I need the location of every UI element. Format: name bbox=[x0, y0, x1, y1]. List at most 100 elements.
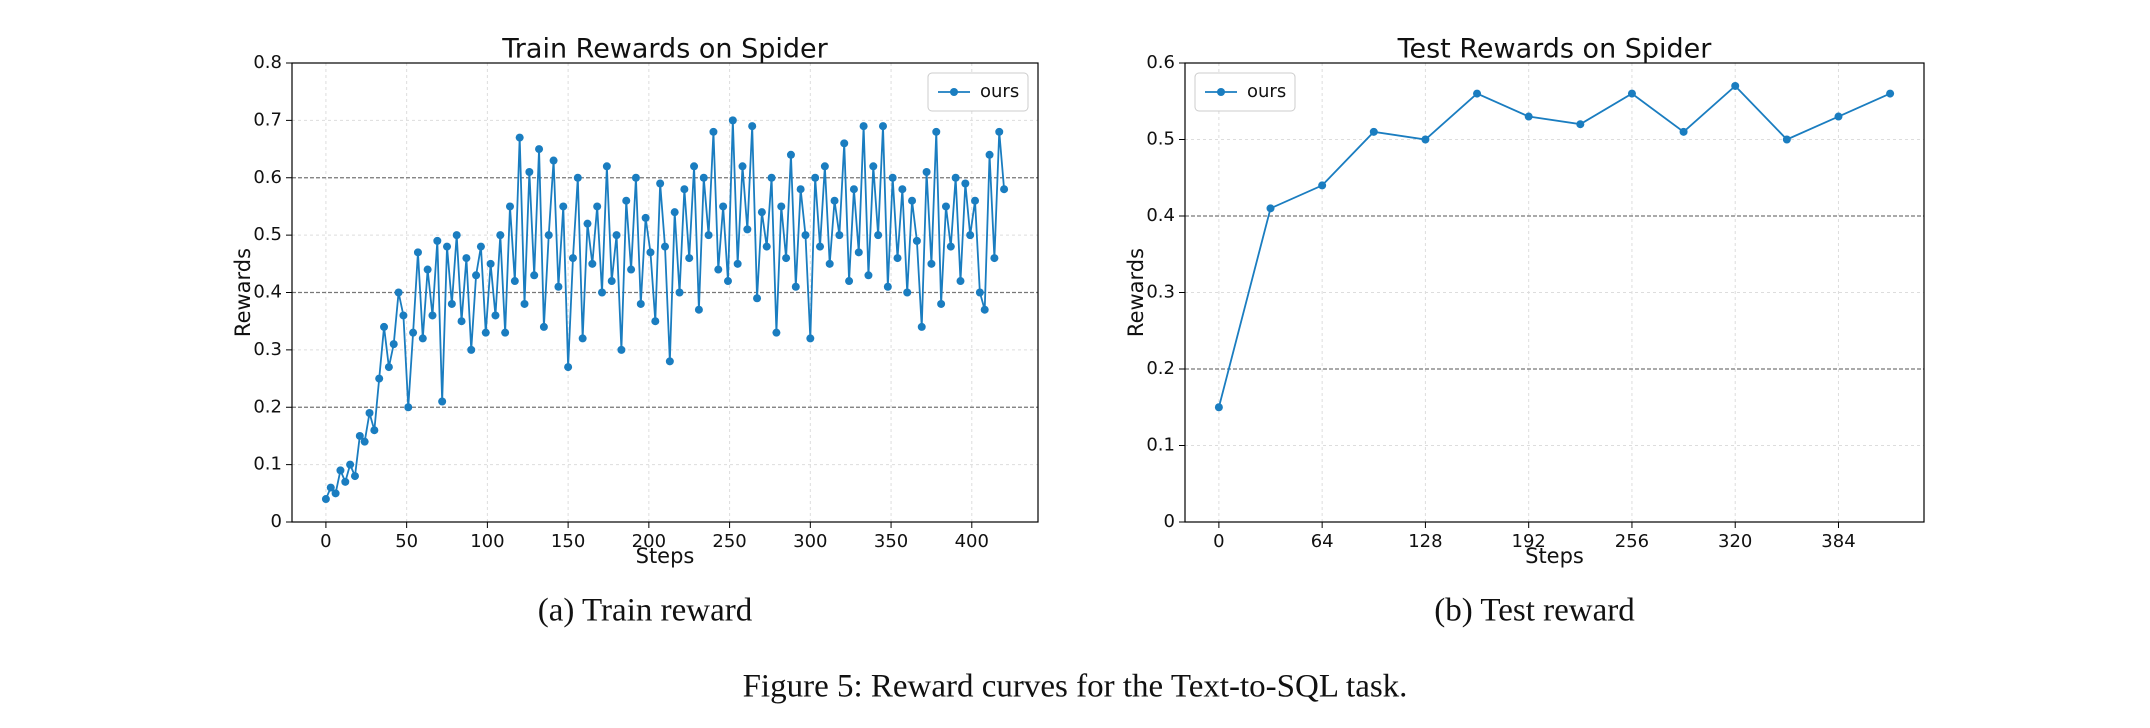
marker bbox=[331, 489, 340, 498]
marker bbox=[568, 254, 577, 263]
marker bbox=[350, 472, 359, 481]
marker bbox=[845, 277, 854, 286]
x-tick-label: 0 bbox=[320, 531, 331, 552]
marker bbox=[816, 242, 825, 251]
figure-caption: Figure 5: Reward curves for the Text-to-… bbox=[743, 669, 1408, 705]
marker bbox=[728, 116, 737, 125]
x-tick-label: 50 bbox=[395, 531, 418, 552]
x-tick-label: 320 bbox=[1718, 531, 1752, 552]
marker bbox=[501, 328, 510, 337]
y-tick-label: 0.6 bbox=[1146, 52, 1175, 73]
marker bbox=[375, 374, 384, 383]
marker bbox=[520, 299, 529, 308]
marker bbox=[893, 254, 902, 263]
marker bbox=[869, 162, 878, 171]
marker bbox=[1524, 112, 1533, 121]
marker bbox=[946, 242, 955, 251]
marker bbox=[835, 231, 844, 240]
marker bbox=[472, 271, 481, 280]
marker bbox=[409, 328, 418, 337]
plot-area bbox=[1185, 63, 1924, 522]
marker bbox=[452, 231, 461, 240]
marker bbox=[743, 225, 752, 234]
marker bbox=[593, 202, 602, 211]
marker bbox=[762, 242, 771, 251]
marker bbox=[476, 242, 485, 251]
marker bbox=[849, 185, 858, 194]
marker bbox=[1318, 181, 1327, 190]
marker bbox=[690, 162, 699, 171]
marker bbox=[636, 299, 645, 308]
marker bbox=[549, 156, 558, 165]
marker bbox=[854, 248, 863, 257]
marker bbox=[598, 288, 607, 297]
y-axis-label: Rewards bbox=[1124, 248, 1148, 337]
chart-title: Test Rewards on Spider bbox=[1397, 34, 1713, 65]
marker bbox=[360, 437, 369, 446]
y-tick-label: 0.2 bbox=[1146, 358, 1175, 379]
marker bbox=[738, 162, 747, 171]
marker bbox=[714, 265, 723, 274]
marker bbox=[627, 265, 636, 274]
marker bbox=[559, 202, 568, 211]
marker bbox=[791, 282, 800, 291]
marker bbox=[971, 196, 980, 205]
marker bbox=[753, 294, 762, 303]
marker bbox=[961, 179, 970, 188]
marker bbox=[617, 345, 626, 354]
marker bbox=[709, 127, 718, 136]
marker bbox=[641, 213, 650, 222]
marker bbox=[399, 311, 408, 320]
y-tick-label: 0.1 bbox=[253, 454, 282, 475]
subcaption: (b) Test reward bbox=[1434, 593, 1635, 629]
x-tick-label: 150 bbox=[551, 531, 585, 552]
x-tick-label: 250 bbox=[712, 531, 746, 552]
legend-marker bbox=[950, 88, 958, 96]
x-tick-label: 100 bbox=[470, 531, 504, 552]
x-axis-label: Steps bbox=[636, 544, 695, 568]
marker bbox=[588, 259, 597, 268]
y-tick-label: 0.4 bbox=[1146, 205, 1175, 226]
chart: 0 0.1 0.2 0.3 0.4 0.5 0.6 0 64 128 192 256 320 384 Tes… bbox=[1124, 34, 1925, 629]
marker bbox=[883, 282, 892, 291]
marker bbox=[951, 173, 960, 182]
marker bbox=[428, 311, 437, 320]
marker bbox=[438, 397, 447, 406]
marker bbox=[418, 334, 427, 343]
marker bbox=[583, 219, 592, 228]
y-tick-label: 0.4 bbox=[253, 282, 282, 303]
x-tick-label: 350 bbox=[874, 531, 908, 552]
y-tick-label: 0 bbox=[271, 511, 282, 532]
marker bbox=[1576, 120, 1585, 129]
marker bbox=[801, 231, 810, 240]
marker bbox=[680, 185, 689, 194]
marker bbox=[380, 322, 389, 331]
marker bbox=[515, 133, 524, 142]
y-tick-label: 0.7 bbox=[253, 109, 282, 130]
marker bbox=[612, 231, 621, 240]
marker bbox=[646, 248, 655, 257]
marker bbox=[486, 259, 495, 268]
marker bbox=[355, 431, 364, 440]
marker bbox=[447, 299, 456, 308]
marker bbox=[656, 179, 665, 188]
marker bbox=[772, 328, 781, 337]
x-tick-label: 0 bbox=[1213, 531, 1224, 552]
marker bbox=[1886, 89, 1895, 98]
marker bbox=[694, 305, 703, 314]
marker bbox=[699, 173, 708, 182]
x-tick-label: 128 bbox=[1408, 531, 1442, 552]
marker bbox=[602, 162, 611, 171]
marker bbox=[525, 168, 534, 177]
marker bbox=[564, 363, 573, 372]
marker bbox=[1421, 135, 1430, 144]
x-tick-label: 256 bbox=[1615, 531, 1649, 552]
marker bbox=[932, 127, 941, 136]
series-line bbox=[1218, 84, 1891, 408]
y-tick-label: 0 bbox=[1164, 511, 1175, 532]
marker bbox=[389, 340, 398, 349]
marker bbox=[796, 185, 805, 194]
marker bbox=[1266, 204, 1275, 213]
marker bbox=[757, 208, 766, 217]
marker bbox=[661, 242, 669, 251]
